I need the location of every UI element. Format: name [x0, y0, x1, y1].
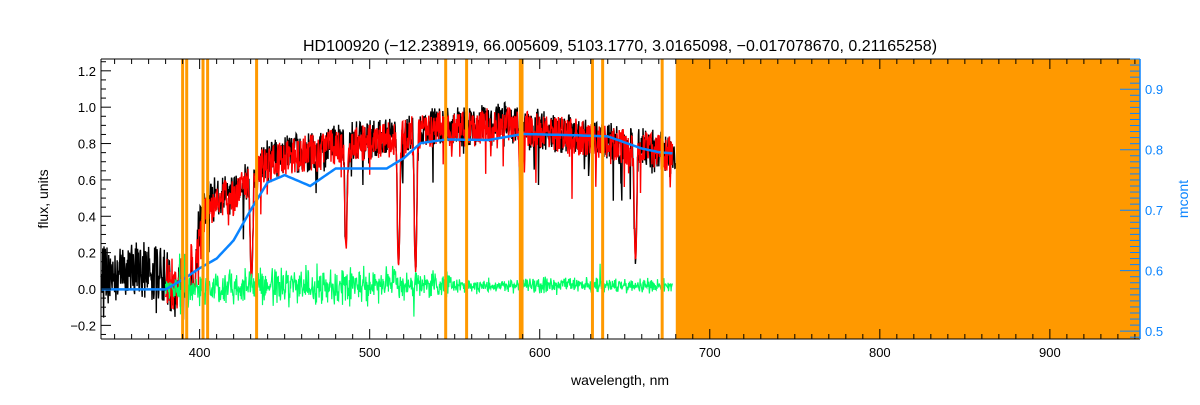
mask-region	[675, 59, 1140, 339]
mask-line	[520, 59, 524, 339]
residual-line	[165, 253, 673, 317]
y-tick-label: 0.0	[78, 282, 96, 297]
y2-tick-label: 0.5	[1145, 324, 1163, 339]
model-spectrum-line	[164, 106, 674, 310]
x-tick-label: 400	[189, 345, 211, 360]
mask-line	[201, 59, 205, 339]
y2-tick-label: 0.8	[1145, 143, 1163, 158]
continuum-line	[101, 132, 673, 291]
x-tick-label: 700	[699, 345, 721, 360]
mask-line	[601, 59, 605, 339]
x-tick-label: 800	[869, 345, 891, 360]
mask-line	[518, 59, 522, 339]
y2-axis-label: mcont	[1175, 180, 1191, 218]
mask-line	[660, 59, 664, 339]
mask-line	[444, 59, 448, 339]
y-tick-label: 0.6	[78, 173, 96, 188]
mask-line	[255, 59, 259, 339]
mask-line	[465, 59, 469, 339]
chart-title: HD100920 (−12.238919, 66.005609, 5103.17…	[303, 38, 937, 55]
mask-line	[206, 59, 210, 339]
y-tick-label: 0.8	[78, 137, 96, 152]
mask-line	[185, 59, 189, 339]
y2-tick-label: 0.9	[1145, 82, 1163, 97]
y-tick-label: 0.4	[78, 209, 96, 224]
mask-line	[590, 59, 594, 339]
y-tick-label: −0.2	[70, 318, 96, 333]
x-tick-label: 900	[1039, 345, 1061, 360]
axes: 400 500 600 700 800 900 −0.2 0.0 0.2 0.4 0.6 0.8 1.0…	[70, 58, 1163, 360]
x-axis-label: wavelength, nm	[570, 372, 669, 388]
y-tick-label: 1.0	[78, 100, 96, 115]
y2-tick-label: 0.7	[1145, 203, 1163, 218]
x-tick-label: 600	[529, 345, 551, 360]
mask-line	[181, 59, 185, 339]
y-tick-label: 0.2	[78, 246, 96, 261]
plot-area	[100, 59, 1140, 339]
y2-tick-label: 0.6	[1145, 264, 1163, 279]
x-tick-label: 500	[359, 345, 381, 360]
y-tick-label: 1.2	[78, 64, 96, 79]
y-axis-label: flux, units	[35, 169, 51, 228]
